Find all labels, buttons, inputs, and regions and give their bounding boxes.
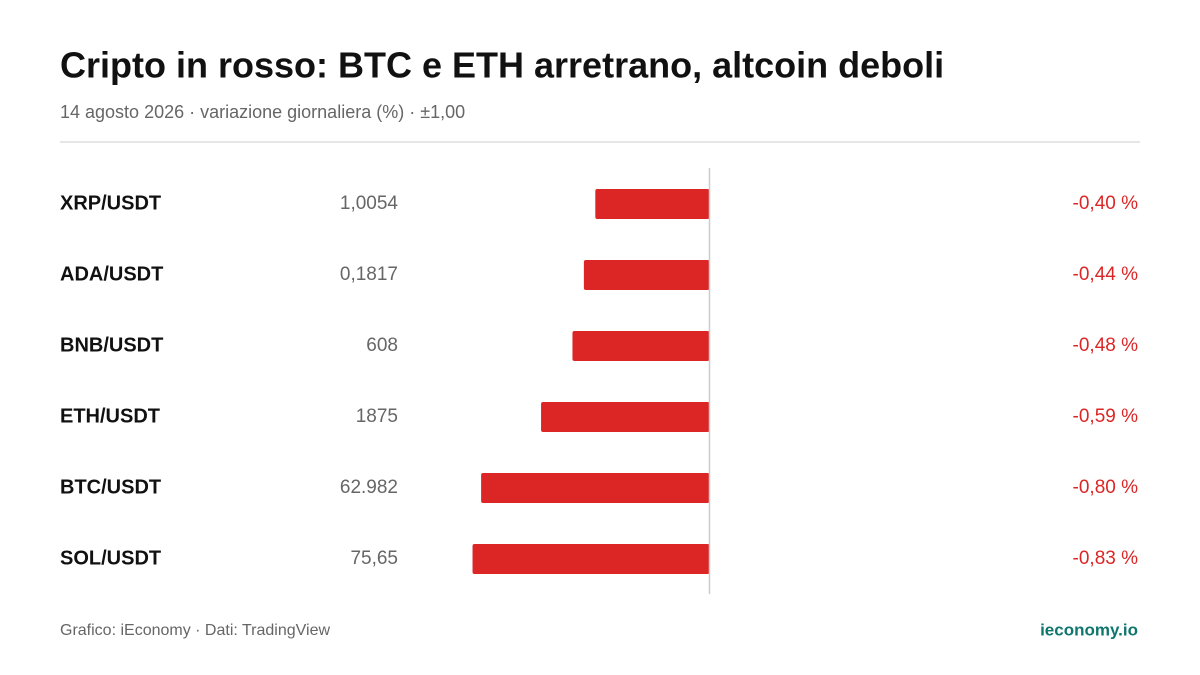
value-label: -0,44 % [1073, 264, 1139, 285]
row-label: SOL/USDT [60, 547, 161, 569]
bar [481, 473, 710, 503]
bar [583, 260, 710, 290]
row-label: ETH/USDT [60, 405, 160, 427]
chart-title: Cripto in rosso: BTC e ETH arretrano, al… [60, 45, 944, 86]
value-label: -0,80 % [1073, 477, 1139, 498]
price: 608 [366, 335, 398, 356]
value-label: -0,48 % [1073, 335, 1139, 356]
bar [572, 331, 710, 361]
chart-subtitle: 14 agosto 2026 · variazione giornaliera … [60, 102, 465, 122]
row-label: XRP/USDT [60, 192, 161, 214]
price: 75,65 [350, 548, 398, 569]
price: 0,1817 [340, 264, 398, 285]
bar [595, 189, 710, 219]
bar [472, 544, 710, 574]
value-label: -0,59 % [1073, 406, 1139, 427]
price: 1,0054 [340, 193, 399, 214]
price: 62.982 [340, 477, 398, 498]
brand[interactable]: ieconomy.io [1040, 620, 1138, 639]
bar [541, 402, 710, 432]
value-label: -0,83 % [1073, 548, 1139, 569]
source-note: Grafico: iEconomy · Dati: TradingView [60, 622, 330, 639]
row-label: BTC/USDT [60, 476, 161, 498]
row-label: BNB/USDT [60, 334, 163, 356]
price: 1875 [356, 406, 398, 427]
row-label: ADA/USDT [60, 263, 163, 285]
value-label: -0,40 % [1073, 193, 1139, 214]
